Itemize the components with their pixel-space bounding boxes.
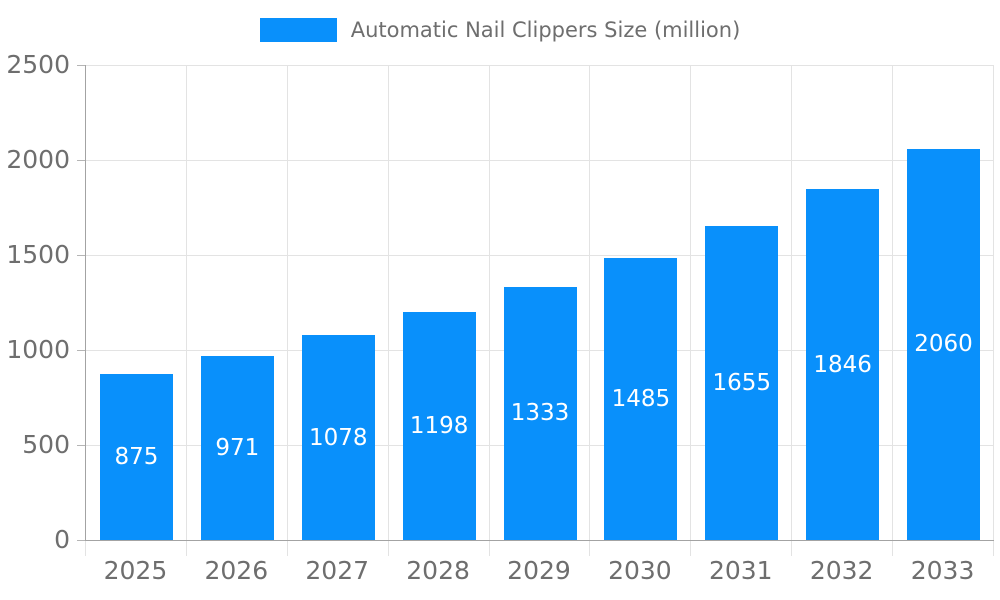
x-axis-label: 2028: [406, 556, 470, 585]
x-axis-tick: [286, 541, 288, 556]
y-axis-label: 2500: [6, 50, 70, 79]
y-axis-label: 2000: [6, 145, 70, 174]
x-axis-tick: [690, 541, 692, 556]
y-axis-label: 0: [54, 525, 70, 554]
bar[interactable]: 1198: [402, 312, 476, 540]
bar-value-label: 1485: [611, 385, 671, 412]
x-axis-tick: [387, 541, 389, 556]
bar-value-label: 1846: [813, 351, 872, 378]
y-axis-tick: [77, 540, 85, 541]
bar-value-label: 2060: [914, 331, 973, 358]
gridline-horizontal: [86, 65, 994, 66]
gridline-vertical: [589, 65, 591, 540]
bar[interactable]: 1333: [503, 286, 577, 540]
x-axis-tick: [85, 541, 86, 556]
gridline-vertical: [387, 65, 389, 540]
x-axis-label: 2025: [103, 556, 168, 585]
x-axis-label: 2032: [809, 556, 874, 585]
gridline-vertical: [791, 65, 793, 540]
legend-swatch-icon: [259, 18, 337, 42]
x-axis-label: 2030: [608, 556, 672, 585]
gridline-vertical: [185, 65, 187, 540]
bar[interactable]: 1655: [705, 225, 779, 540]
y-axis-tick: [77, 445, 85, 446]
x-axis-tick: [185, 541, 187, 556]
bar-value-label: 1655: [712, 369, 772, 396]
bar-value-label: 1198: [409, 413, 469, 440]
bar[interactable]: 2060: [907, 148, 981, 540]
y-axis-label: 1000: [6, 335, 70, 364]
x-axis-label: 2027: [305, 556, 370, 585]
bar-value-label: 971: [215, 434, 260, 461]
bar-value-label: 1333: [510, 400, 570, 427]
bar[interactable]: 875: [99, 373, 173, 540]
gridline-horizontal: [86, 160, 994, 161]
bar-value-label: 875: [114, 443, 159, 470]
y-axis-tick: [77, 65, 85, 66]
x-axis-label: 2033: [910, 556, 975, 585]
x-axis-label: 2029: [507, 556, 571, 585]
bar-value-label: 1078: [308, 424, 368, 451]
x-axis-tick: [993, 541, 994, 556]
x-axis-label: 2031: [708, 556, 773, 585]
y-axis-tick: [77, 160, 85, 161]
bar[interactable]: 971: [200, 355, 274, 540]
gridline-vertical: [286, 65, 288, 540]
x-axis-label: 2026: [204, 556, 269, 585]
y-axis-label: 1500: [6, 240, 70, 269]
gridline-vertical: [488, 65, 490, 540]
x-axis-tick: [488, 541, 490, 556]
gridline-vertical: [993, 65, 994, 540]
x-axis-tick: [791, 541, 793, 556]
y-axis-tick: [77, 350, 85, 351]
legend[interactable]: Automatic Nail Clippers Size (million): [0, 18, 1000, 42]
bar[interactable]: 1485: [604, 257, 678, 540]
y-axis-tick: [77, 255, 85, 256]
gridline-vertical: [690, 65, 692, 540]
y-axis-label: 500: [22, 430, 70, 459]
plot-area: 875 971 1078 1198 1333 1485 1655 1846 2060: [85, 65, 994, 541]
bar[interactable]: 1078: [301, 335, 375, 540]
bar[interactable]: 1846: [806, 189, 880, 540]
x-axis-tick: [589, 541, 591, 556]
legend-label: Automatic Nail Clippers Size (million): [350, 18, 741, 42]
gridline-vertical: [892, 65, 894, 540]
gridline-horizontal: [86, 255, 994, 256]
x-axis-tick: [892, 541, 894, 556]
